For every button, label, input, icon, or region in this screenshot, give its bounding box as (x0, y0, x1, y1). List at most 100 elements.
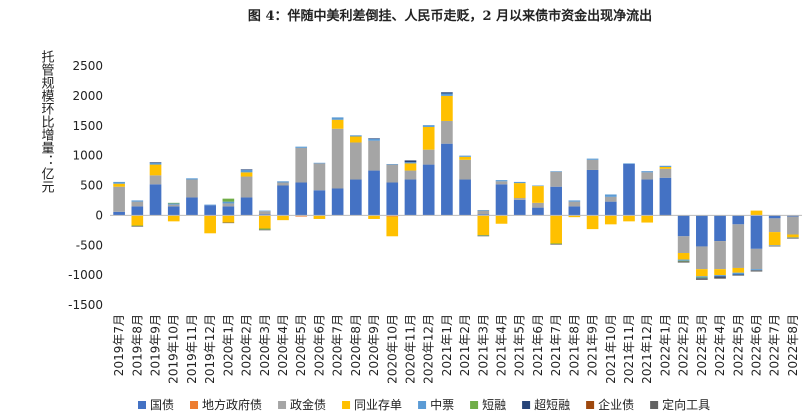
bar-segment (532, 207, 544, 216)
bar-segment (513, 199, 526, 216)
bar-segment (750, 210, 763, 216)
bar-segment (768, 245, 781, 246)
x-tick-label: 2020年5月 (294, 314, 308, 376)
bar-segment (167, 203, 180, 205)
bar-segment (677, 253, 690, 260)
bar-segment (696, 278, 708, 280)
bar-segment (714, 277, 726, 279)
bar-segment (204, 204, 216, 206)
bar-segment (404, 163, 417, 171)
bar-segment (240, 169, 253, 170)
bar-segment (313, 215, 326, 219)
legend-label: 地方政府债 (202, 397, 262, 412)
bar-segment (604, 215, 617, 225)
bar-segment (167, 204, 180, 207)
legend-label: 中票 (430, 397, 454, 412)
bar-segment (477, 209, 490, 211)
bar-segment (167, 202, 180, 204)
bar-segment (113, 181, 125, 184)
bar-segment (131, 201, 144, 207)
bar-segment (732, 272, 745, 275)
bar-segment (386, 215, 399, 217)
bar-segment (513, 183, 526, 199)
legend-label: 企业债 (598, 397, 634, 412)
bar-segment (441, 120, 453, 144)
x-tick-label: 2021年5月 (513, 314, 527, 376)
bar-segment (677, 215, 690, 237)
x-tick-label: 2019年10月 (167, 314, 181, 384)
bar-segment (696, 277, 708, 279)
bar-segment (113, 211, 125, 216)
y-tick-label: 500 (80, 179, 103, 193)
x-tick-label: 2021年10月 (604, 314, 618, 384)
bar-segment (532, 186, 544, 203)
bar-segment (787, 237, 799, 239)
bar-segment (258, 229, 271, 231)
bar-segment (714, 215, 726, 242)
bar-segment (696, 278, 708, 279)
bar-segment (167, 206, 180, 216)
bar-segment (186, 197, 198, 216)
chart-title: 图 4：伴随中美利差倒挂、人民币走贬，2 月以来债市资金出现净流出 (248, 8, 652, 24)
bar-segment (258, 211, 271, 215)
x-tick-label: 2020年7月 (331, 314, 345, 376)
bar-segment (186, 178, 198, 180)
bar-segment (331, 117, 344, 120)
bar-segment (422, 164, 435, 216)
bar-segment (550, 171, 562, 187)
bar-segment (368, 138, 380, 139)
bar-segment (787, 216, 799, 235)
x-tick-label: 2021年12月 (640, 314, 654, 384)
bar-segment (222, 201, 235, 204)
x-tick-label: 2021年4月 (495, 314, 509, 376)
bar-segment (586, 215, 599, 230)
legend-swatch (342, 401, 351, 409)
x-tick-label: 2020年2月 (240, 314, 254, 376)
bar-segment (331, 128, 344, 189)
bar-segment (495, 180, 508, 182)
legend-swatch (586, 401, 595, 409)
bar-segment (696, 269, 708, 277)
bar-segment (295, 182, 308, 216)
bar-segment (131, 226, 144, 227)
bar-segment (714, 276, 726, 278)
bar-segment (677, 236, 690, 254)
x-tick-label: 2020年1月 (221, 314, 235, 376)
legend-swatch (650, 401, 659, 409)
bar-segment (750, 269, 763, 271)
bar-segment (604, 196, 617, 202)
bar-segment (295, 146, 308, 148)
bar-segment (732, 224, 745, 268)
bar-segment (386, 163, 399, 165)
bar-segment (404, 179, 417, 216)
bar-segment (768, 218, 781, 233)
x-tick-label: 2020年9月 (367, 314, 381, 376)
x-tick-label: 2022年3月 (695, 314, 709, 376)
bar-segment (441, 92, 453, 94)
bar-segment (331, 119, 344, 129)
bar-segment (568, 206, 581, 216)
bar-segment (222, 206, 235, 216)
x-tick-label: 2021年2月 (458, 314, 472, 376)
bar-segment (768, 215, 781, 219)
bar-segment (604, 201, 617, 216)
bar-segment (768, 232, 781, 246)
x-tick-label: 2022年8月 (786, 314, 800, 376)
bar-segment (404, 170, 417, 180)
bar-segment (459, 159, 471, 180)
bar-segment (240, 169, 253, 173)
bar-segment (732, 274, 745, 276)
bar-segment (167, 215, 180, 222)
x-tick-label: 2020年11月 (403, 314, 417, 384)
bar-segment (222, 203, 235, 207)
y-tick-label: 1000 (72, 149, 103, 163)
bar-segment (131, 215, 144, 226)
bar-segment (240, 197, 253, 216)
bar-segment (696, 276, 708, 278)
bar-segment (513, 181, 526, 184)
bar-segment (331, 188, 344, 216)
x-tick-label: 2022年4月 (713, 314, 727, 376)
y-tick-label: 0 (95, 208, 103, 222)
bar-segment (659, 168, 672, 178)
bar-segment (222, 198, 235, 202)
